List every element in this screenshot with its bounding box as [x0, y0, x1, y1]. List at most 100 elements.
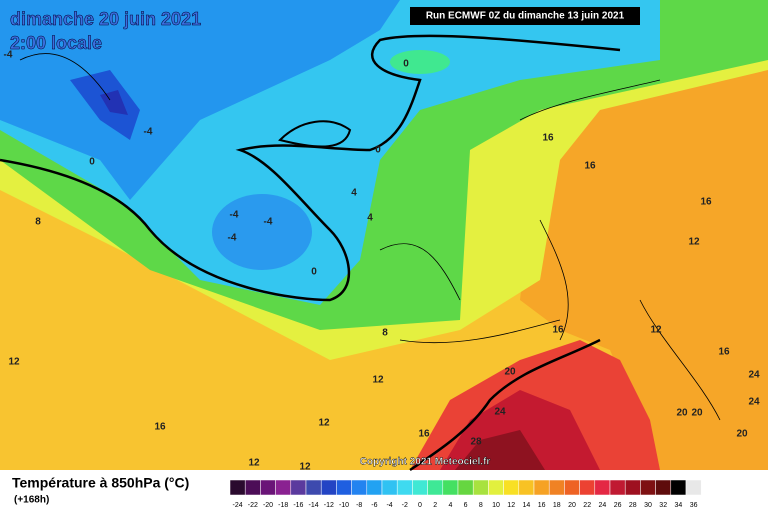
run-box — [410, 7, 640, 25]
scale-swatch — [640, 479, 656, 496]
contour-label: 16 — [154, 422, 166, 433]
contour-label: 28 — [470, 437, 482, 448]
scale-label: 28 — [629, 502, 637, 509]
contour-label: 0 — [403, 59, 409, 70]
scale-label: -22 — [248, 502, 258, 509]
contour-label: 12 — [299, 462, 311, 473]
map-title: dimanche 20 juin 2021 — [10, 9, 201, 29]
contour-label: 0 — [375, 145, 381, 156]
scale-label: -14 — [309, 502, 319, 509]
map-time: 2:00 locale — [10, 33, 102, 53]
contour-label: -4 — [4, 50, 13, 61]
copyright: Copyright 2021 Meteociel.fr — [360, 457, 491, 468]
scale-label: 32 — [659, 502, 667, 509]
scale-label: 18 — [553, 502, 561, 509]
scale-swatch — [381, 479, 398, 496]
scale-swatch — [412, 479, 428, 496]
scale-swatch — [655, 479, 672, 496]
contour-label: -4 — [230, 210, 239, 221]
scale-swatch — [305, 479, 322, 496]
scale-label: -6 — [371, 502, 377, 509]
scale-swatch — [533, 479, 550, 496]
lead-time: (+168h) — [14, 495, 49, 506]
contour-label: 8 — [35, 217, 41, 228]
contour-label: 16 — [584, 161, 596, 172]
contour-label: 24 — [748, 370, 760, 381]
scale-swatch — [488, 479, 504, 496]
scale-label: 24 — [599, 502, 607, 509]
contour-label: -4 — [228, 233, 237, 244]
contour-label: 16 — [700, 197, 712, 208]
contour-label: 4 — [351, 188, 357, 199]
scale-swatch — [503, 479, 520, 496]
contour-label: 12 — [688, 237, 700, 248]
scale-swatch — [244, 479, 261, 496]
contour-label: 12 — [248, 458, 260, 469]
scale-swatch — [336, 479, 352, 496]
contour-label: 12 — [8, 357, 20, 368]
contour-label: -4 — [144, 127, 153, 138]
scale-label: -12 — [324, 502, 334, 509]
contour-label: 8 — [382, 328, 388, 339]
contour-label: 20 — [691, 408, 703, 419]
scale-swatch — [396, 479, 413, 496]
contour-label: 12 — [372, 375, 384, 386]
contour-label: 24 — [494, 407, 506, 418]
contour-label: 20 — [676, 408, 688, 419]
scale-swatch — [548, 479, 565, 496]
scale-swatch — [275, 479, 292, 496]
contour-label: 4 — [367, 213, 373, 224]
scale-label: -16 — [293, 502, 303, 509]
contour-label: 20 — [736, 429, 748, 440]
scale-label: 4 — [448, 502, 452, 509]
scale-swatch — [290, 479, 307, 496]
scale-label: -18 — [278, 502, 288, 509]
scale-label: -10 — [339, 502, 349, 509]
scale-label: -4 — [386, 502, 392, 509]
scale-label: 14 — [523, 502, 531, 509]
scale-label: 0 — [418, 502, 422, 509]
legend-title: Température à 850hPa (°C) — [12, 475, 189, 491]
map-field — [0, 0, 768, 470]
scale-swatch — [229, 479, 246, 496]
scale-label: -24 — [233, 502, 243, 509]
scale-label: 16 — [538, 502, 546, 509]
contour-label: 16 — [542, 133, 554, 144]
scale-label: 22 — [583, 502, 591, 509]
scale-swatch — [564, 479, 580, 496]
scale-swatch — [594, 479, 611, 496]
scale-label: -20 — [263, 502, 273, 509]
contour-label: -4 — [264, 217, 273, 228]
scale-label: 8 — [479, 502, 483, 509]
scale-label: -8 — [356, 502, 362, 509]
scale-swatch — [320, 479, 337, 496]
scale-swatch — [260, 479, 276, 496]
scale-swatch — [685, 479, 702, 496]
contours — [0, 34, 721, 472]
scale-label: 36 — [690, 502, 698, 509]
scale-label: 12 — [507, 502, 515, 509]
scale-swatch — [457, 479, 474, 496]
contour-label: 12 — [650, 325, 662, 336]
scale-swatch — [579, 479, 596, 496]
scale-label: 30 — [644, 502, 652, 509]
scale-swatch — [624, 479, 641, 496]
contour-label: 20 — [504, 367, 516, 378]
contour-label: 12 — [318, 418, 330, 429]
contour-label: 0 — [311, 267, 317, 278]
scale-label: 10 — [492, 502, 500, 509]
scale-label: 6 — [464, 502, 468, 509]
scale-swatch — [442, 479, 459, 496]
scale-label: 34 — [675, 502, 683, 509]
contour-label: 16 — [718, 347, 730, 358]
scale-label: 26 — [614, 502, 622, 509]
contour-label: 16 — [418, 429, 430, 440]
contour-label: 24 — [748, 397, 760, 408]
scale-swatch — [366, 479, 383, 496]
contour-label: 16 — [552, 325, 564, 336]
contour-label: 0 — [89, 157, 95, 168]
scale-label: 2 — [433, 502, 437, 509]
scale-label: -2 — [402, 502, 408, 509]
scale-label: 20 — [568, 502, 576, 509]
